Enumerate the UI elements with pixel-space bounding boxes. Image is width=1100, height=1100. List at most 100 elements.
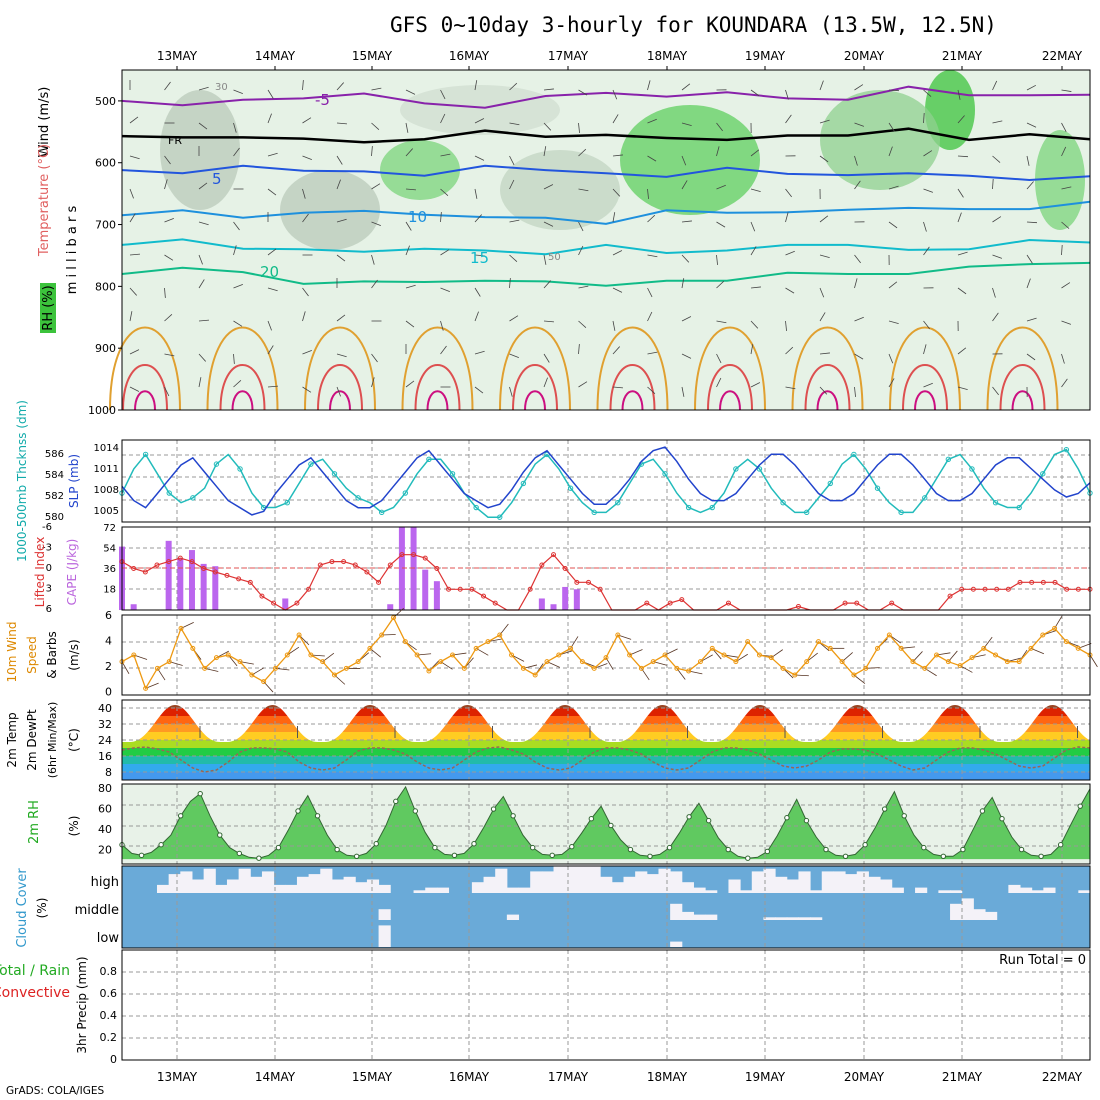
warm-isotherm <box>694 326 766 411</box>
wind-barb <box>440 249 450 256</box>
wind-barb <box>785 386 796 390</box>
rh-region <box>1035 130 1085 230</box>
rh-marker <box>158 842 164 848</box>
li-marker <box>469 586 475 592</box>
cloud-cell <box>705 914 718 920</box>
axis-label-2m-dewpt: 2m DewPt <box>25 709 39 771</box>
wind-barb <box>612 154 623 157</box>
wind-barb <box>750 149 760 157</box>
wind-barb <box>578 344 580 355</box>
wind-speed-marker <box>343 665 349 671</box>
rh-region <box>820 90 940 190</box>
li-marker <box>446 586 452 592</box>
wind-barb <box>198 182 208 190</box>
cloud-cell <box>331 879 345 893</box>
thickness-tick: 580 <box>45 512 64 523</box>
wind-speed-marker <box>225 652 231 658</box>
wind-barb <box>474 350 485 355</box>
wind-barb <box>474 214 482 223</box>
hot-isotherm <box>414 364 461 411</box>
wind-speed-marker <box>509 652 515 658</box>
cloud-cell <box>833 871 846 893</box>
thickness-marker <box>733 466 739 472</box>
temp-tick: 40 <box>98 702 112 715</box>
series-thickness <box>121 448 1091 518</box>
wind-barb <box>509 82 518 91</box>
pressure-label: 600 <box>95 157 116 170</box>
wind-barb <box>474 287 481 297</box>
cloud-cell <box>1020 887 1033 893</box>
cloud-cell <box>215 884 228 893</box>
wind-barb <box>129 349 140 355</box>
rh-marker <box>1077 803 1083 809</box>
cloud-cell <box>576 866 590 893</box>
cloud-cell <box>880 879 893 893</box>
cloud-cell <box>530 871 543 893</box>
isotherm-line <box>121 238 1091 256</box>
li-marker <box>212 569 218 575</box>
wind-barb <box>819 80 824 91</box>
wind-barb <box>750 89 760 97</box>
wind-barb <box>405 320 415 328</box>
wind-barb <box>336 254 346 262</box>
rh-marker <box>197 790 203 797</box>
wind-barb <box>371 183 381 190</box>
wind-barb <box>509 315 519 322</box>
wind-barb <box>888 221 898 229</box>
cloud-cell <box>775 876 788 893</box>
axis-label-speed: Speed <box>25 636 39 674</box>
hottest-isotherm <box>719 390 741 411</box>
wind-speed-marker <box>804 659 810 665</box>
date-label-bottom: 17MAY <box>548 1070 589 1084</box>
thickness-marker <box>945 456 952 462</box>
thickness-marker <box>237 466 243 472</box>
wind-barb <box>957 115 965 124</box>
thickness-marker <box>874 485 881 491</box>
wind-speed-marker <box>568 645 574 651</box>
wind-barb <box>440 287 450 292</box>
wind-barb <box>405 89 416 95</box>
wind-speed-marker <box>237 659 243 665</box>
wind-barb <box>267 248 277 256</box>
li-marker <box>411 552 417 558</box>
wind-speed-marker <box>638 665 644 671</box>
wind-barb <box>267 188 277 196</box>
cloud-cell <box>821 871 834 893</box>
cape-bar <box>398 527 405 610</box>
rh-marker <box>529 844 536 851</box>
wind-barb <box>1026 122 1037 128</box>
wind-barb <box>785 212 789 223</box>
wind-barb <box>923 344 927 355</box>
wind-speed-marker <box>827 645 833 651</box>
wind-barb <box>819 287 825 298</box>
wind-barb <box>819 352 830 355</box>
wind-barb <box>267 89 274 99</box>
wind-barb <box>405 188 416 191</box>
rh-marker <box>901 813 907 819</box>
li-marker <box>271 600 277 606</box>
li-marker <box>236 576 242 582</box>
wind-barb <box>198 279 205 289</box>
wind-barb <box>129 253 140 256</box>
warm-isotherm <box>499 326 571 411</box>
wind-barb <box>233 122 237 133</box>
wind-barb <box>440 89 446 100</box>
wind-barb <box>854 316 864 322</box>
wind-barb <box>1026 221 1038 224</box>
wind-speed-marker <box>910 659 916 665</box>
wind-barb <box>440 345 447 355</box>
wind-barb <box>854 122 865 127</box>
wind-barb <box>647 254 658 258</box>
rh-marker <box>666 844 673 851</box>
wind-barb <box>819 119 830 124</box>
wind-tick: 6 <box>105 609 112 622</box>
wind-barb <box>509 386 513 397</box>
wind-speed-marker <box>166 659 172 665</box>
axis-label-temperature: Temperature (°C) <box>37 144 52 257</box>
wind-barb <box>1061 320 1072 325</box>
wind-barb <box>854 386 856 397</box>
wind-barb <box>302 287 309 297</box>
li-marker <box>854 600 860 606</box>
wind-barb <box>129 386 140 392</box>
panel-frame <box>121 614 1091 696</box>
